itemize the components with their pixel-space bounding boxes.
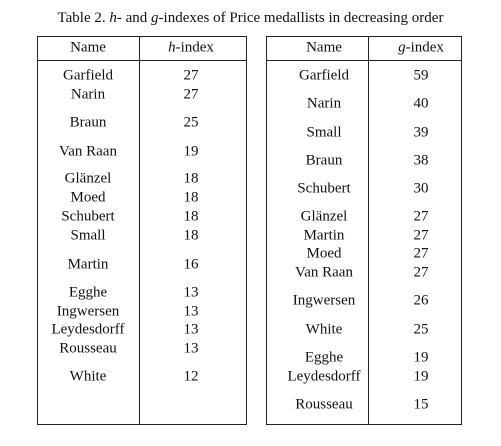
index-cell: 59 [413,67,429,84]
index-cell: 13 [183,340,199,357]
index-cell: 19 [183,143,199,160]
name-cell: Rousseau [295,396,353,413]
column-rule [139,37,140,424]
header-rule [267,60,461,61]
index-cell: 19 [413,349,429,366]
name-cell: White [305,321,343,338]
column-header: Name [306,39,342,56]
header-rule [38,60,246,61]
table: Name g-index Garfield 59 Narin 40 Small 39 Braun… [266,36,462,425]
name-cell: Narin [70,86,106,103]
index-cell: 39 [413,124,429,141]
index-cell: 18 [183,208,199,225]
index-cell: 27 [183,86,199,103]
index-suffix: -index [405,39,444,56]
caption-text: h [109,10,117,26]
name-cell: Martin [67,256,109,273]
name-cell: Ingwersen [56,303,120,320]
name-cell: Moed [70,189,106,206]
name-cell: Leydesdorff [287,368,361,385]
index-cell: 13 [183,321,199,338]
index-cell: 27 [413,227,429,244]
name-cell: Small [70,227,106,244]
column-header: g-index [398,40,444,57]
column-header: h-index [168,40,214,57]
index-cell: 27 [413,208,429,225]
index-cell: 16 [183,256,199,273]
name-cell: Moed [306,245,342,262]
index-cell: 27 [413,264,429,281]
name-cell: Leydesdorff [51,321,125,338]
index-suffix: -index [175,39,214,56]
index-symbol: h [168,39,176,56]
name-cell: Glänzel [64,170,112,187]
index-cell: 18 [183,170,199,187]
index-cell: 25 [413,321,429,338]
index-cell: 30 [413,180,429,197]
name-cell: Small [306,124,342,141]
name-cell: Narin [306,95,342,112]
index-cell: 18 [183,189,199,206]
index-cell: 38 [413,152,429,169]
name-cell: White [69,368,107,385]
index-cell: 18 [183,227,199,244]
name-cell: Egghe [68,284,108,301]
index-cell: 15 [413,396,429,413]
caption-text: g [151,10,159,26]
name-cell: Van Raan [295,264,353,281]
name-cell: Egghe [304,349,344,366]
caption: Table 2. h- and g-indexes of Price medal… [0,10,501,27]
name-cell: Schubert [61,208,115,225]
name-cell: Ingwersen [292,292,356,309]
column-header: Name [70,39,106,56]
index-cell: 25 [183,114,199,131]
name-cell: Garfield [63,67,113,84]
index-cell: 19 [413,368,429,385]
index-cell: 12 [183,368,199,385]
index-cell: 26 [413,292,429,309]
name-cell: Braun [69,114,107,131]
index-cell: 13 [183,303,199,320]
table: Name h-index Garfield 27 Narin 27 Braun 25 Van R… [37,36,247,425]
index-cell: 13 [183,284,199,301]
name-cell: Martin [303,227,345,244]
index-symbol: g [398,39,406,56]
index-cell: 40 [413,95,429,112]
caption-text: -indexes of Price medallists in decreasi… [158,10,444,26]
name-cell: Glänzel [300,208,348,225]
column-rule [368,37,369,424]
index-cell: 27 [413,245,429,262]
caption-text: Table 2. [57,10,110,26]
caption-text: - and [116,10,152,26]
name-cell: Garfield [299,67,349,84]
name-cell: Van Raan [59,143,117,160]
name-cell: Schubert [297,180,351,197]
index-cell: 27 [183,67,199,84]
name-cell: Rousseau [59,340,117,357]
name-cell: Braun [305,152,343,169]
